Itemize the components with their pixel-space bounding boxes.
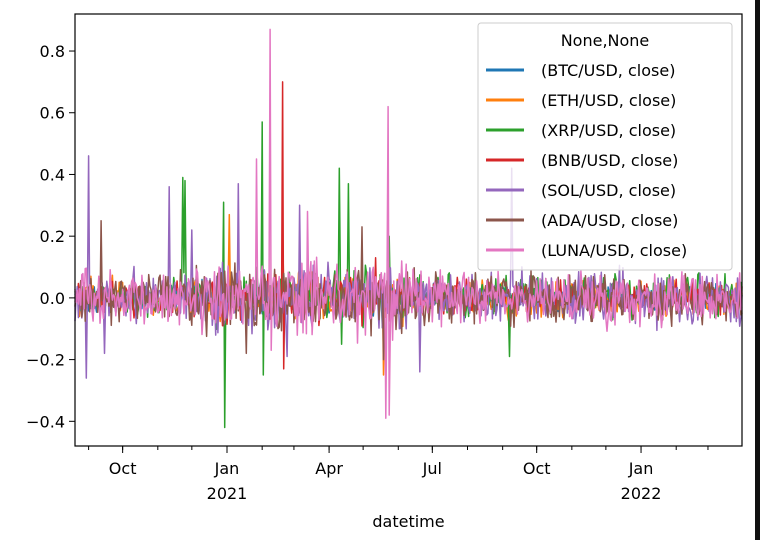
y-tick-label: 0.6 xyxy=(40,104,65,123)
y-tick-label: 0.8 xyxy=(40,42,65,61)
x-tick-label: Jul xyxy=(422,459,442,478)
x-tick-label: Apr xyxy=(315,459,343,478)
legend-label: (ETH/USD, close) xyxy=(541,91,676,110)
axes-frame xyxy=(74,13,743,447)
x-tick-year-label: 2021 xyxy=(207,484,248,503)
legend-title: None,None xyxy=(561,31,650,50)
legend-label: (BNB/USD, close) xyxy=(541,151,678,170)
x-axis: Oct Jan 2021 Apr Jul Oct Jan 2022 xyxy=(88,446,709,503)
y-tick-label: 0.4 xyxy=(40,165,65,184)
x-tick-year-label: 2022 xyxy=(621,484,662,503)
legend: None,None (BTC/USD, close) (ETH/USD, clos… xyxy=(477,22,733,271)
legend-label: (BTC/USD, close) xyxy=(541,61,675,80)
y-tick-label: −0.2 xyxy=(26,351,65,370)
legend-label: (LUNA/USD, close) xyxy=(541,241,687,260)
x-tick-label: Oct xyxy=(109,459,137,478)
x-tick-label: Oct xyxy=(523,459,551,478)
legend-box xyxy=(477,22,733,271)
x-tick-label: Jan xyxy=(628,459,654,478)
legend-label: (ADA/USD, close) xyxy=(541,211,678,230)
window-edge xyxy=(755,0,760,540)
x-axis-title: datetime xyxy=(372,512,444,531)
y-axis: −0.4 −0.2 0.0 0.2 0.4 0.6 0.8 xyxy=(26,42,75,431)
legend-label: (XRP/USD, close) xyxy=(541,121,676,140)
legend-label: (SOL/USD, close) xyxy=(541,181,676,200)
y-tick-label: 0.2 xyxy=(40,227,65,246)
plot-area xyxy=(74,28,743,429)
series-line xyxy=(74,28,743,419)
x-tick-label: Jan xyxy=(214,459,240,478)
y-tick-label: −0.4 xyxy=(26,412,65,431)
y-tick-label: 0.0 xyxy=(40,289,65,308)
